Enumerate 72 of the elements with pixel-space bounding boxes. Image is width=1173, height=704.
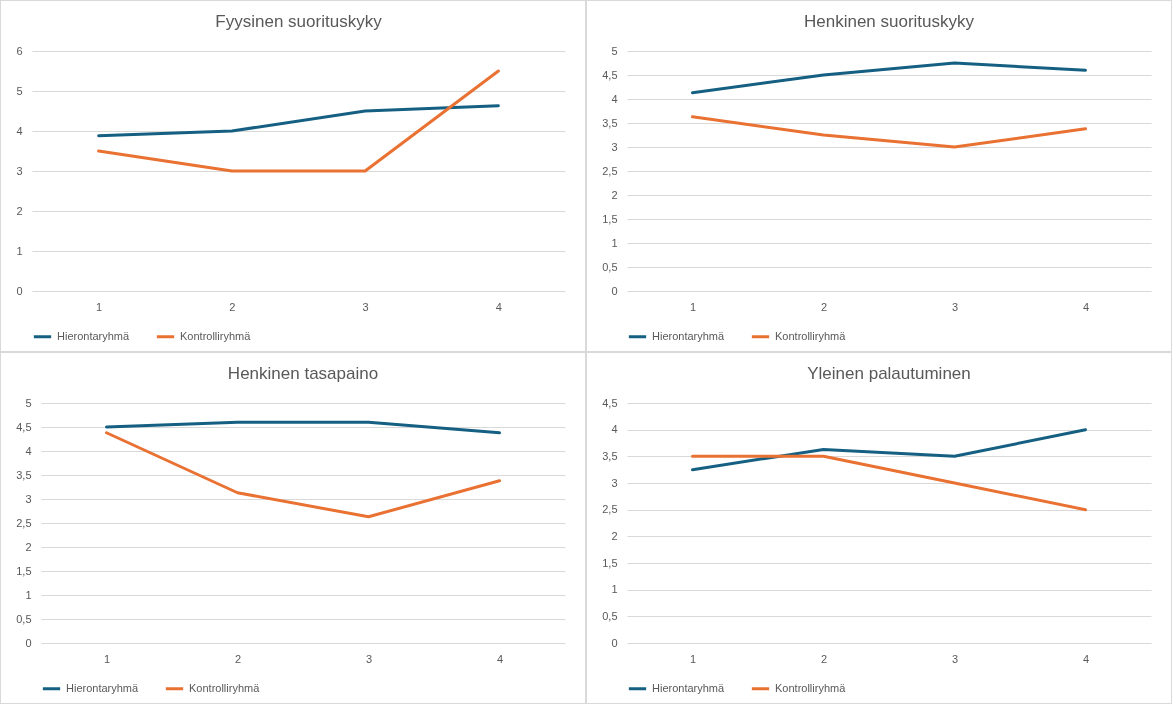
y-tick-label: 0 — [16, 284, 23, 297]
y-tick-label: 3 — [16, 164, 23, 177]
y-tick-label: 5 — [611, 44, 618, 57]
y-tick-label: 5 — [25, 396, 32, 409]
y-tick-label: 2 — [611, 529, 618, 542]
legend-label: Kontrolliryhmä — [775, 329, 847, 342]
y-tick-label: 2 — [16, 204, 23, 217]
legend-label: Hierontaryhmä — [652, 329, 726, 342]
y-tick-label: 2,5 — [16, 516, 32, 529]
y-tick-label: 1 — [16, 244, 23, 257]
chart-title: Henkinen suorituskyky — [803, 12, 975, 31]
line-series — [97, 104, 500, 138]
x-tick-label: 1 — [96, 300, 103, 313]
legend-label: Hierontaryhmä — [57, 329, 131, 342]
chart-title: Fyysinen suorituskyky — [215, 12, 383, 31]
y-tick-label: 1 — [25, 588, 32, 601]
y-tick-label: 0,5 — [602, 260, 618, 273]
line-series — [691, 428, 1087, 472]
y-tick-label: 3 — [611, 140, 618, 153]
legend-label: Kontrolliryhmä — [180, 329, 252, 342]
y-tick-label: 0 — [25, 636, 32, 649]
y-tick-label: 6 — [16, 44, 23, 57]
y-tick-label: 3 — [25, 492, 32, 505]
legend-label: Kontrolliryhmä — [189, 681, 261, 694]
legend-label: Hierontaryhmä — [652, 681, 726, 694]
x-tick-label: 4 — [1082, 652, 1090, 665]
y-tick-label: 0 — [611, 636, 618, 649]
y-tick-label: 4 — [611, 92, 618, 105]
x-tick-label: 2 — [234, 652, 242, 665]
y-tick-label: 4,5 — [602, 68, 618, 81]
y-tick-label: 2,5 — [602, 164, 618, 177]
line-series — [691, 61, 1087, 95]
y-tick-label: 4,5 — [602, 396, 618, 409]
x-tick-label: 3 — [365, 652, 373, 665]
x-tick-label: 2 — [820, 652, 828, 665]
chart-title: Henkinen tasapaino — [227, 364, 379, 383]
y-tick-label: 1,5 — [602, 212, 618, 225]
x-tick-label: 2 — [229, 300, 236, 313]
y-tick-label: 0,5 — [16, 612, 32, 625]
x-tick-label: 4 — [1082, 300, 1090, 313]
y-tick-label: 2,5 — [602, 503, 618, 516]
y-tick-label: 0 — [611, 284, 618, 297]
line-series — [105, 431, 501, 519]
y-tick-label: 2 — [25, 540, 32, 553]
y-tick-label: 4 — [611, 423, 618, 436]
x-tick-label: 3 — [951, 652, 959, 665]
chart-title: Yleinen palautuminen — [807, 364, 971, 383]
y-tick-label: 1,5 — [602, 556, 618, 569]
y-tick-label: 1,5 — [16, 564, 32, 577]
y-tick-label: 5 — [16, 84, 23, 97]
y-tick-label: 1 — [611, 583, 618, 596]
x-tick-label: 3 — [951, 300, 959, 313]
x-tick-label: 1 — [689, 652, 697, 665]
y-tick-label: 3 — [611, 476, 618, 489]
y-tick-label: 2 — [611, 188, 618, 201]
y-tick-label: 3,5 — [602, 116, 618, 129]
x-tick-label: 1 — [103, 652, 111, 665]
x-tick-label: 4 — [496, 652, 504, 665]
y-tick-label: 1 — [611, 236, 618, 249]
line-series — [691, 115, 1087, 149]
y-tick-label: 4,5 — [16, 420, 32, 433]
x-tick-label: 4 — [495, 300, 502, 313]
y-tick-label: 3,5 — [602, 449, 618, 462]
y-tick-label: 4 — [16, 124, 23, 137]
legend-label: Kontrolliryhmä — [775, 681, 847, 694]
legend-label: Hierontaryhmä — [66, 681, 140, 694]
y-tick-label: 3,5 — [16, 468, 32, 481]
x-tick-label: 2 — [820, 300, 828, 313]
y-tick-label: 0,5 — [602, 609, 618, 622]
y-tick-label: 4 — [25, 444, 32, 457]
x-tick-label: 1 — [689, 300, 697, 313]
x-tick-label: 3 — [362, 300, 369, 313]
